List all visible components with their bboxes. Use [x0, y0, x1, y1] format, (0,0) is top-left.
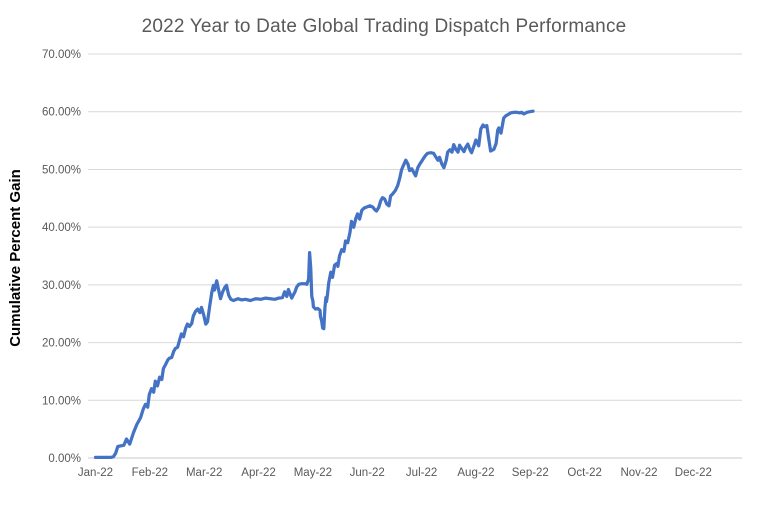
y-axis-title: Cumulative Percent Gain — [7, 169, 24, 347]
x-tick-label: Jul-22 — [406, 467, 437, 479]
y-tick-label: 60.00% — [42, 107, 81, 119]
y-tick-label: 10.00% — [42, 395, 81, 407]
y-tick-label: 40.00% — [42, 222, 81, 234]
x-tick-label: Jun-22 — [350, 467, 385, 479]
x-tick-label: Jan-22 — [78, 467, 113, 479]
x-tick-label: Aug-22 — [457, 467, 494, 479]
x-tick-label: Dec-22 — [675, 467, 712, 479]
y-tick-label: 50.00% — [42, 164, 81, 176]
x-tick-label: May-22 — [294, 467, 332, 479]
performance-line-series — [93, 109, 535, 460]
x-tick-label: Mar-22 — [186, 467, 222, 479]
x-tick-label: Apr-22 — [241, 467, 276, 479]
y-tick-label: 20.00% — [42, 338, 81, 350]
x-tick-label: Nov-22 — [620, 467, 657, 479]
x-tick-label: Oct-22 — [567, 467, 602, 479]
y-tick-label: 70.00% — [42, 49, 81, 61]
x-tick-label: Sep-22 — [512, 467, 549, 479]
x-tick-label: Feb-22 — [132, 467, 168, 479]
chart-title: 2022 Year to Date Global Trading Dispatc… — [141, 16, 627, 37]
y-tick-label: 30.00% — [42, 280, 81, 292]
y-tick-label: 0.00% — [48, 453, 81, 465]
